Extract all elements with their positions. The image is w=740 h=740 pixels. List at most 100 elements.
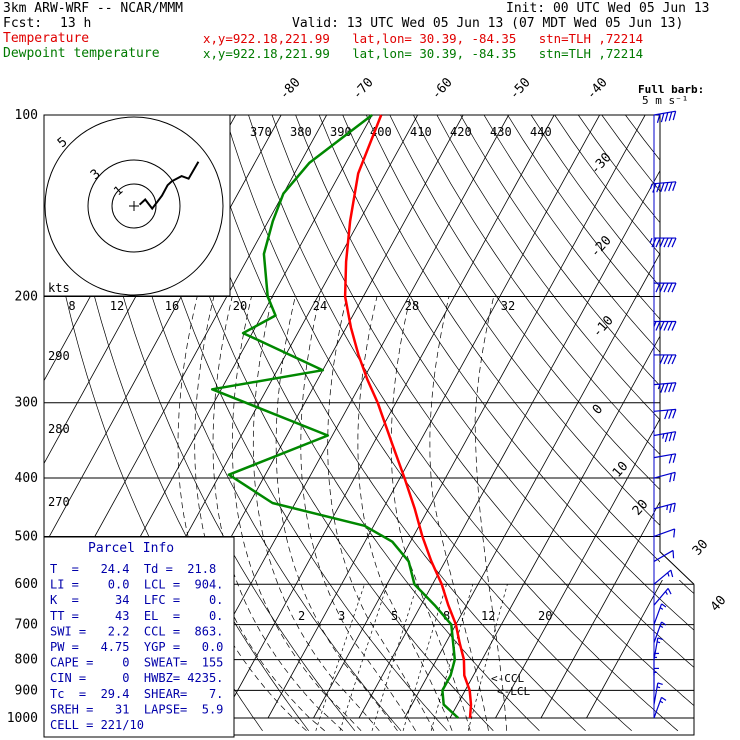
mixing-ratio-line	[339, 584, 388, 731]
dry-adiabat-line	[295, 115, 694, 732]
dry-adiabat-line	[318, 115, 694, 732]
parcel-info-title: Parcel Info	[88, 541, 174, 556]
moist-adiabat-line	[429, 296, 489, 731]
wind-barb-flag	[671, 282, 677, 293]
wind-barb-flag	[652, 183, 657, 193]
hodograph-ring	[44, 116, 224, 296]
moist-adiabat-line	[357, 296, 453, 731]
wind-barb-flag	[668, 432, 673, 442]
dry-adiabat-line	[365, 115, 694, 732]
mixing-ratio-line	[430, 584, 474, 731]
isotherm-label: 20	[630, 497, 652, 519]
wind-barb-shaft	[653, 408, 676, 412]
wind-barb-shaft	[653, 587, 669, 606]
wind-barb-flag	[655, 237, 661, 248]
dry-adiabat-line	[106, 115, 402, 732]
theta-e-label: 370	[250, 125, 272, 139]
theta-e-label: 410	[410, 125, 432, 139]
wind-barb-shaft	[653, 549, 674, 562]
wind-barb-flag	[668, 382, 673, 393]
moist-adiabat-line	[474, 296, 508, 731]
isotherm-line	[404, 115, 694, 719]
pressure-tick-label: 400	[15, 471, 38, 486]
wind-barb-flag	[671, 321, 677, 331]
dewpoint-location: x,y=922.18,221.99 lat,lon= 30.39, -84.35…	[203, 46, 644, 61]
wind-barb-flag	[656, 182, 661, 193]
barb-legend-title: Full barb:	[638, 83, 704, 96]
theta-e-label: 380	[290, 125, 312, 139]
parcel-info-row: T = 24.4 Td = 21.8	[50, 562, 216, 576]
pressure-tick-label: 200	[15, 290, 38, 305]
parcel-info-row: CAPE = 0 SWEAT= 155	[50, 656, 223, 670]
mixing-ratio-line	[371, 584, 418, 731]
wind-barb-flag	[672, 382, 677, 392]
forecast-hour: 13 h	[60, 16, 92, 31]
wind-barb-shaft	[653, 110, 676, 116]
wind-barb-half-flag	[656, 686, 661, 689]
dry-adiabat-line	[413, 115, 694, 732]
wind-barb-flag	[659, 237, 665, 248]
dry-adiabat-line	[530, 115, 694, 732]
wind-barb-shaft	[653, 603, 663, 625]
hodograph-ring	[87, 159, 181, 253]
dry-adiabat-line	[201, 115, 586, 732]
wind-barb-flag	[668, 409, 673, 419]
parcel-info-box	[43, 536, 235, 738]
wind-barb-half-flag	[649, 183, 653, 190]
wind-barb-half-flag	[649, 237, 653, 244]
wind-barb-flag	[661, 621, 667, 626]
wind-barb-flag	[664, 383, 669, 393]
parcel-info-row: CIN = 0 HWBZ= 4235.	[50, 671, 223, 685]
wind-barb-half-flag	[653, 321, 657, 327]
wind-barb-shaft	[653, 569, 672, 585]
isotherm-line	[222, 115, 555, 719]
wind-barb-flag	[667, 354, 673, 365]
legend-temperature: Temperature	[3, 31, 90, 46]
wind-barb-flag	[669, 473, 672, 483]
pressure-tick-label: 700	[15, 618, 38, 633]
wind-barb-flag	[663, 237, 669, 248]
pressure-tick-label: 100	[15, 108, 38, 123]
model-title: 3km ARW-WRF -- NCAR/MMM	[3, 1, 184, 16]
mixing-ratio-label: 3	[338, 609, 345, 623]
theta-e-label: 430	[490, 125, 512, 139]
pressure-tick-label: 600	[15, 577, 38, 592]
dry-adiabat-line	[153, 115, 494, 732]
wind-barb-flag	[671, 237, 677, 248]
frame-line	[43, 115, 695, 736]
isotherm-line	[313, 115, 646, 719]
legend-dewpoint: Dewpoint temperature	[3, 46, 160, 61]
wind-barb-flag	[659, 282, 665, 293]
mixing-ratio-label: 2	[298, 609, 305, 623]
wind-barb-flag	[671, 354, 677, 365]
wind-barb-flag	[667, 588, 672, 595]
wind-barb-flag	[661, 603, 667, 608]
wind-barb-shaft	[653, 471, 676, 479]
mixing-ratio-line	[402, 584, 447, 731]
wind-barb-flag	[651, 237, 657, 248]
wind-barb-flag	[657, 682, 663, 686]
mixing-ratio-label: 5	[391, 609, 398, 623]
wind-barb-flag	[672, 111, 677, 121]
isotherm-label: 30	[690, 537, 712, 559]
mixing-ratio-line	[315, 584, 365, 731]
dry-adiabat-line	[271, 115, 694, 732]
parcel-info-row: TT = 43 EL = 0.	[50, 609, 223, 623]
wind-barb-flag	[663, 282, 669, 293]
wind-barb-half-flag	[665, 591, 668, 595]
wind-barb-shaft	[653, 181, 676, 185]
pressure-tick-label: 900	[15, 683, 38, 698]
parcel-info-row: PW = 4.75 YGP = 0.0	[50, 640, 223, 654]
wind-barb-half-flag	[662, 433, 665, 439]
dry-adiabat-line	[389, 115, 694, 732]
parcel-info-row: Tc = 29.4 SHEAR= 7.	[50, 687, 223, 701]
wind-barb-flag	[655, 321, 661, 331]
init-time: Init: 00 UTC Wed 05 Jun 13	[506, 1, 710, 16]
dry-adiabat-line	[248, 115, 679, 732]
wind-barb-flag	[664, 182, 669, 192]
wind-barb-flag	[673, 528, 676, 538]
dry-adiabat-line	[436, 115, 694, 732]
dry-adiabat-line	[177, 115, 540, 732]
isotherm-line	[495, 115, 694, 719]
